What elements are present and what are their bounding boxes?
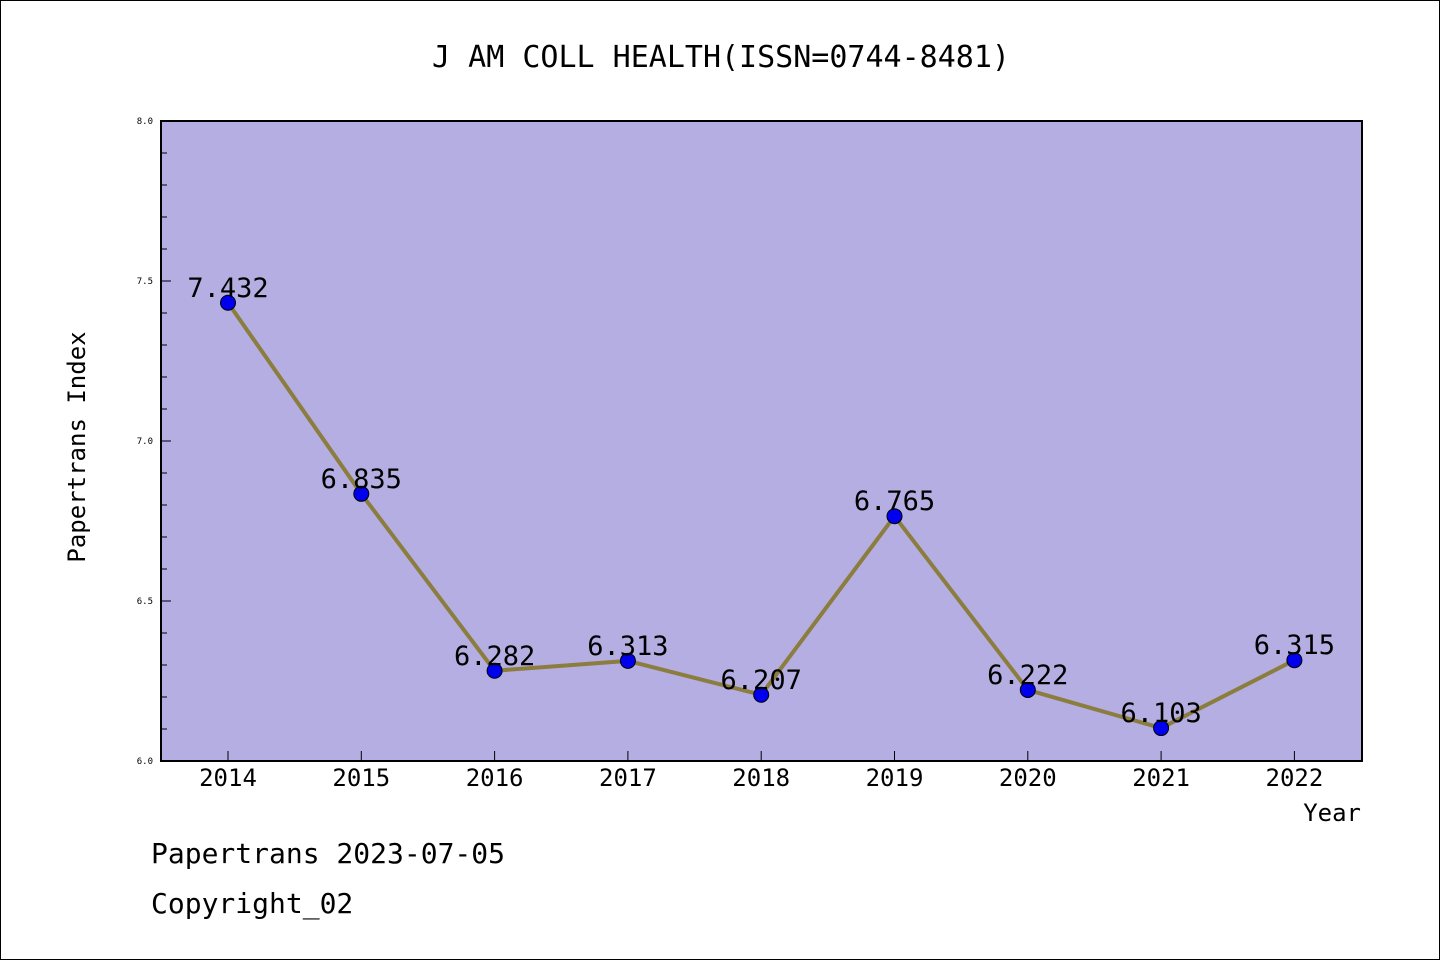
x-tick-label: 2022 bbox=[1266, 764, 1324, 792]
y-tick-label: 8.0 bbox=[137, 117, 153, 127]
data-point bbox=[753, 686, 770, 703]
x-tick-label: 2014 bbox=[199, 764, 257, 792]
y-tick-label: 7.5 bbox=[137, 277, 153, 287]
footer-copyright: Copyright_02 bbox=[151, 887, 354, 920]
series-markers bbox=[220, 294, 1303, 737]
x-tick-label: 2017 bbox=[599, 764, 657, 792]
data-point bbox=[353, 485, 370, 502]
data-label: 6.103 bbox=[1120, 698, 1201, 729]
x-tick-label: 2021 bbox=[1132, 764, 1190, 792]
data-label: 6.765 bbox=[854, 486, 935, 517]
data-point bbox=[886, 508, 903, 525]
x-axis-label: Year bbox=[1303, 799, 1361, 827]
data-point bbox=[1019, 681, 1036, 698]
x-tick-label: 2018 bbox=[732, 764, 790, 792]
data-point bbox=[220, 294, 236, 311]
x-tick-label: 2019 bbox=[866, 764, 924, 792]
y-axis: 6.0 6.5 7.0 7.5 8.0 bbox=[137, 117, 171, 767]
x-tick-label: 2020 bbox=[999, 764, 1057, 792]
data-point bbox=[1286, 652, 1303, 669]
plot-area bbox=[160, 120, 1363, 762]
chart-title: J AM COLL HEALTH(ISSN=0744-8481) bbox=[432, 40, 1010, 75]
data-label: 6.282 bbox=[454, 641, 535, 672]
data-label: 6.207 bbox=[721, 665, 802, 696]
data-label: 7.432 bbox=[187, 273, 268, 304]
footer-date: Papertrans 2023-07-05 bbox=[151, 837, 506, 870]
y-axis-label: Papertrans Index bbox=[63, 331, 91, 562]
y-tick-label: 7.0 bbox=[137, 437, 153, 447]
y-tick-label: 6.5 bbox=[137, 597, 153, 607]
data-point bbox=[1153, 720, 1170, 737]
data-label: 6.222 bbox=[987, 660, 1068, 691]
data-labels: 7.432 6.835 6.282 6.313 6.207 6.765 6.222 6.103… bbox=[187, 273, 1335, 729]
y-tick-label: 6.0 bbox=[137, 757, 153, 767]
data-label: 6.315 bbox=[1254, 630, 1335, 661]
data-point bbox=[619, 652, 636, 669]
data-label: 6.835 bbox=[321, 464, 402, 495]
x-axis: 2014 2015 2016 2017 2018 2019 2020 2021 2022 bbox=[199, 751, 1323, 792]
x-tick-label: 2015 bbox=[332, 764, 390, 792]
x-tick-label: 2016 bbox=[466, 764, 524, 792]
data-label: 6.313 bbox=[587, 631, 668, 662]
data-point bbox=[486, 662, 503, 679]
